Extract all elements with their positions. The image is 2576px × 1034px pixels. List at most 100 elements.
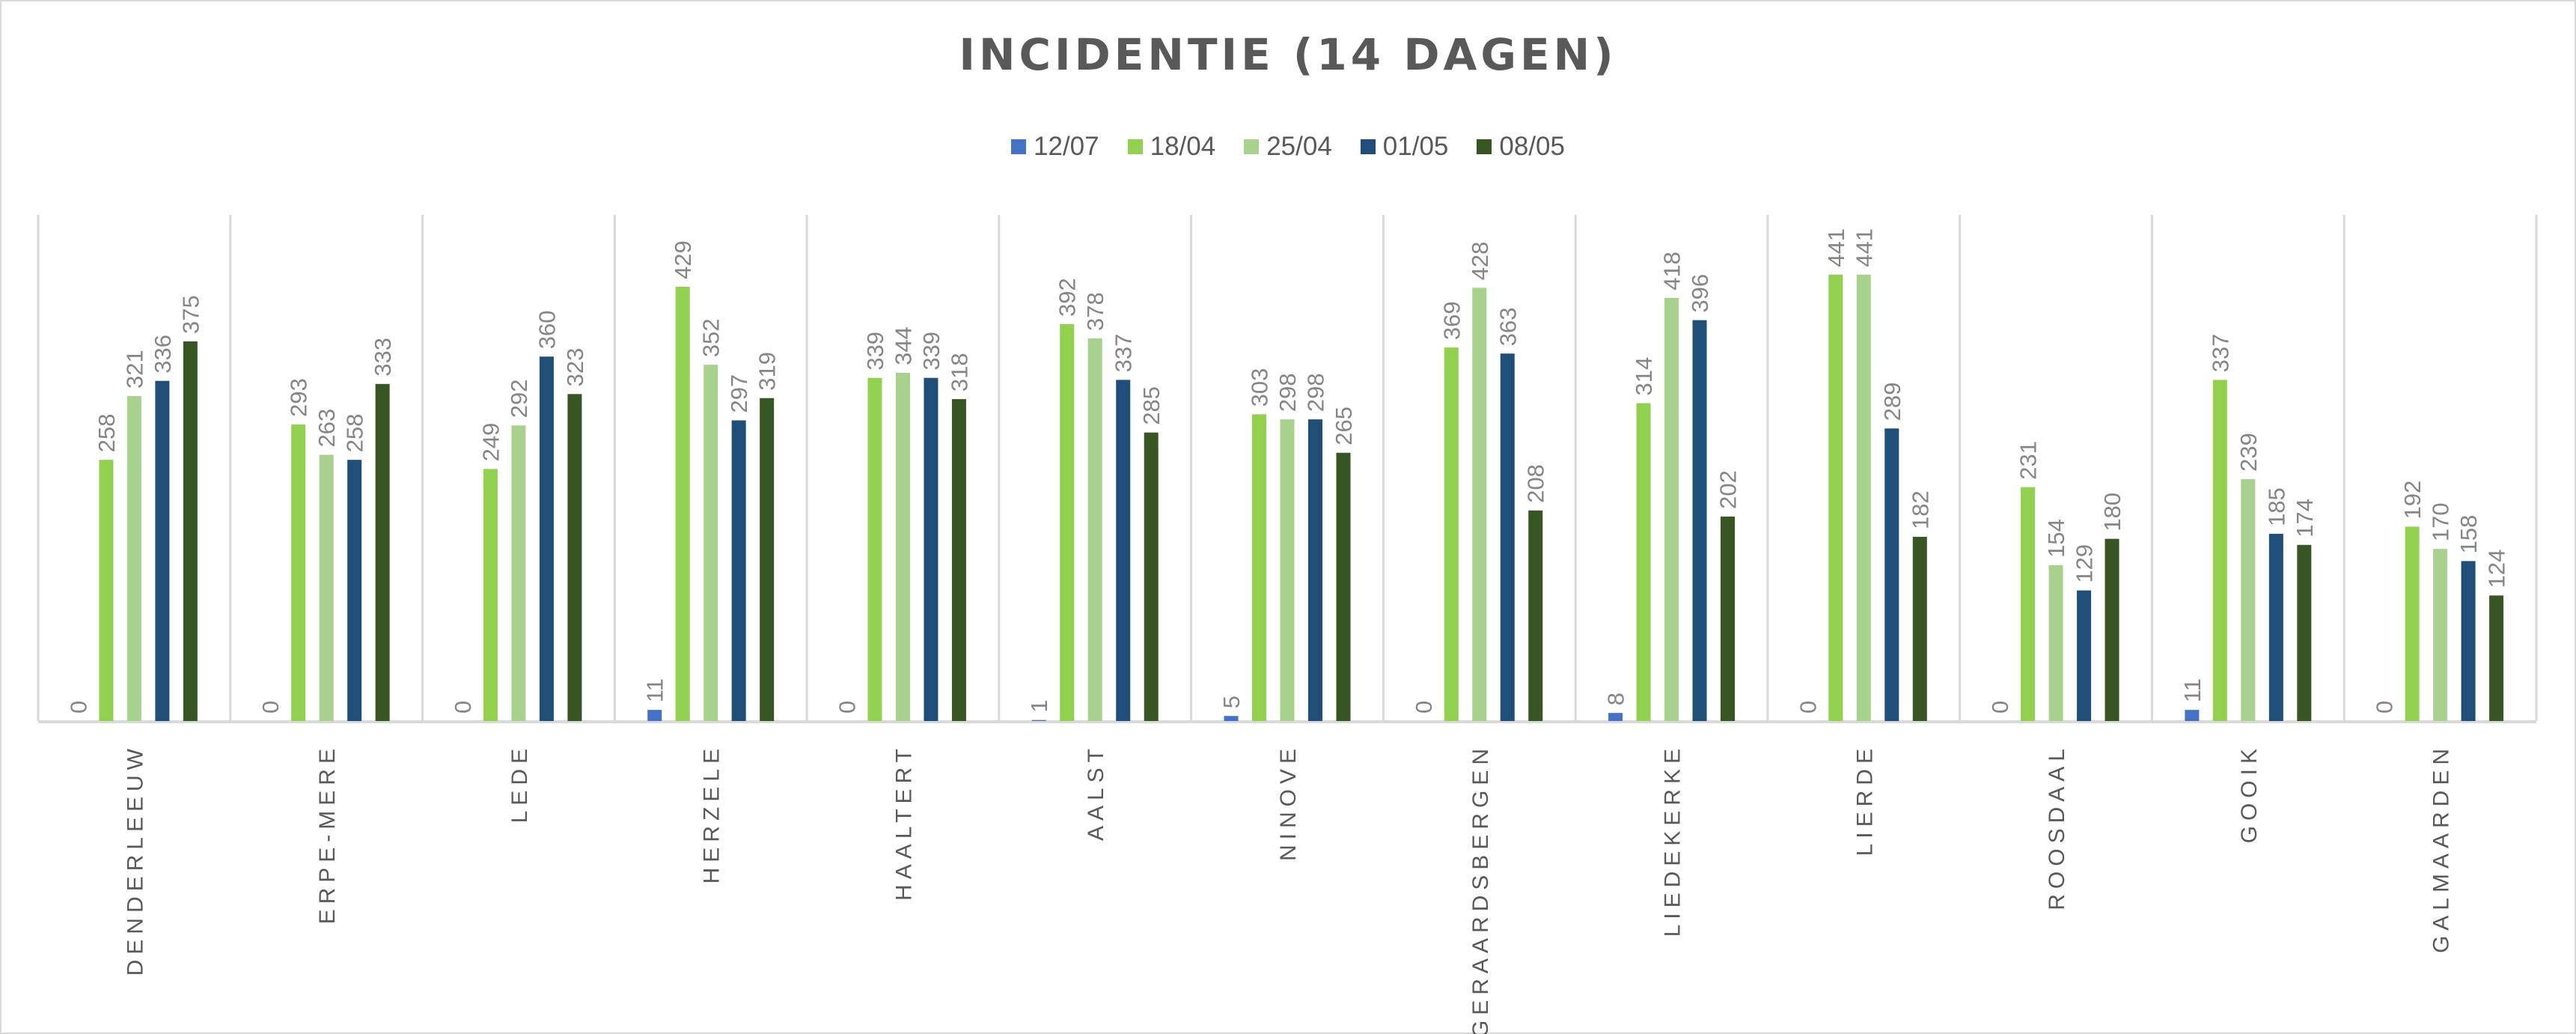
data-label: 285 bbox=[1138, 386, 1165, 425]
category-label: HERZELE bbox=[700, 743, 724, 884]
data-label: 0 bbox=[1987, 701, 2013, 714]
bar bbox=[2433, 549, 2448, 721]
bar bbox=[2212, 380, 2227, 721]
bar bbox=[951, 399, 966, 721]
data-label: 337 bbox=[2207, 334, 2233, 373]
data-label: 363 bbox=[1495, 307, 1521, 346]
data-label: 293 bbox=[286, 378, 312, 417]
data-label: 182 bbox=[1907, 490, 1933, 529]
bar bbox=[483, 469, 498, 721]
legend-swatch bbox=[1477, 139, 1492, 154]
category-label: HAALTERT bbox=[891, 743, 916, 901]
bar bbox=[1721, 516, 1736, 721]
bar bbox=[731, 420, 746, 721]
data-label: 396 bbox=[1687, 274, 1713, 313]
data-label: 428 bbox=[1467, 242, 1493, 281]
bar bbox=[99, 460, 114, 721]
data-label: 378 bbox=[1082, 292, 1108, 331]
legend-label: 01/05 bbox=[1382, 132, 1449, 161]
category-label: LEDE bbox=[507, 743, 532, 823]
data-label: 258 bbox=[94, 413, 120, 452]
data-label: 231 bbox=[2015, 441, 2042, 480]
category-labels: DENDERLEEUW ERPE-MERE LEDE HERZELE HAALTERT A… bbox=[123, 743, 2453, 1034]
data-label: 263 bbox=[314, 409, 340, 448]
data-label: 0 bbox=[257, 701, 284, 714]
data-label: 11 bbox=[2179, 678, 2206, 702]
bar bbox=[2405, 526, 2420, 721]
data-label: 318 bbox=[946, 353, 972, 392]
data-label: 337 bbox=[1111, 334, 1137, 373]
bars bbox=[99, 274, 2504, 721]
data-label: 323 bbox=[562, 348, 588, 387]
bar bbox=[319, 454, 334, 721]
data-label: 344 bbox=[890, 326, 916, 365]
legend-label: 18/04 bbox=[1150, 132, 1216, 161]
data-label: 249 bbox=[477, 423, 504, 462]
bar bbox=[1692, 320, 1707, 721]
bar bbox=[539, 356, 554, 721]
data-label: 1 bbox=[1026, 699, 1052, 712]
bar bbox=[675, 286, 690, 721]
data-label: 418 bbox=[1659, 252, 1685, 291]
category-label: GALMAARDEN bbox=[2429, 743, 2454, 953]
data-label: 239 bbox=[2235, 433, 2262, 472]
bar bbox=[2185, 710, 2200, 721]
data-label: 392 bbox=[1054, 278, 1081, 317]
bar bbox=[2489, 595, 2504, 721]
data-label: 0 bbox=[450, 701, 476, 714]
data-label: 180 bbox=[2099, 493, 2125, 532]
bar bbox=[1307, 419, 1322, 721]
data-label: 297 bbox=[726, 374, 752, 413]
data-label: 339 bbox=[918, 332, 944, 371]
bar bbox=[2021, 487, 2036, 721]
bar bbox=[183, 341, 198, 721]
data-label: 258 bbox=[342, 413, 368, 452]
bar bbox=[126, 396, 141, 721]
bar bbox=[2297, 544, 2312, 721]
data-label: 429 bbox=[670, 240, 696, 279]
legend-item-0: 12/07 bbox=[1011, 132, 1099, 162]
data-label: 124 bbox=[2484, 550, 2510, 589]
bar bbox=[867, 377, 882, 721]
bar bbox=[1060, 324, 1075, 721]
bar bbox=[1472, 288, 1487, 721]
data-label: 5 bbox=[1218, 696, 1245, 708]
bar bbox=[1828, 274, 1843, 721]
data-label: 336 bbox=[150, 335, 176, 374]
bar bbox=[703, 365, 718, 721]
bar bbox=[1144, 432, 1159, 721]
data-label: 298 bbox=[1275, 373, 1301, 412]
data-label: 360 bbox=[534, 311, 560, 350]
bar bbox=[511, 425, 526, 721]
data-label: 0 bbox=[1411, 701, 1437, 714]
data-label: 192 bbox=[2399, 481, 2426, 520]
data-label: 333 bbox=[370, 338, 396, 377]
category-label: NINOVE bbox=[1276, 743, 1301, 861]
bar bbox=[1336, 452, 1351, 721]
data-label: 0 bbox=[2372, 701, 2398, 714]
data-label: 319 bbox=[754, 352, 781, 391]
bar bbox=[1031, 720, 1046, 721]
bar bbox=[1280, 419, 1295, 721]
data-label: 174 bbox=[2292, 499, 2318, 538]
data-label: 369 bbox=[1438, 301, 1465, 340]
bar bbox=[760, 398, 775, 721]
bar bbox=[1224, 716, 1239, 721]
bar bbox=[2048, 565, 2063, 721]
bar bbox=[347, 460, 362, 721]
category-label: ERPE-MERE bbox=[315, 743, 340, 924]
legend-swatch bbox=[1244, 139, 1260, 154]
bar bbox=[1636, 403, 1651, 721]
bar bbox=[1884, 428, 1899, 721]
legend-label: 12/07 bbox=[1034, 132, 1099, 161]
data-label: 265 bbox=[1331, 407, 1357, 445]
bar bbox=[375, 383, 390, 721]
bar bbox=[1856, 274, 1871, 721]
data-label: 303 bbox=[1247, 368, 1273, 407]
category-label: GOOIK bbox=[2237, 743, 2262, 843]
legend-item-3: 01/05 bbox=[1360, 132, 1449, 162]
data-label: 170 bbox=[2428, 502, 2454, 541]
data-label: 314 bbox=[1631, 357, 1657, 396]
data-label: 298 bbox=[1302, 373, 1328, 412]
